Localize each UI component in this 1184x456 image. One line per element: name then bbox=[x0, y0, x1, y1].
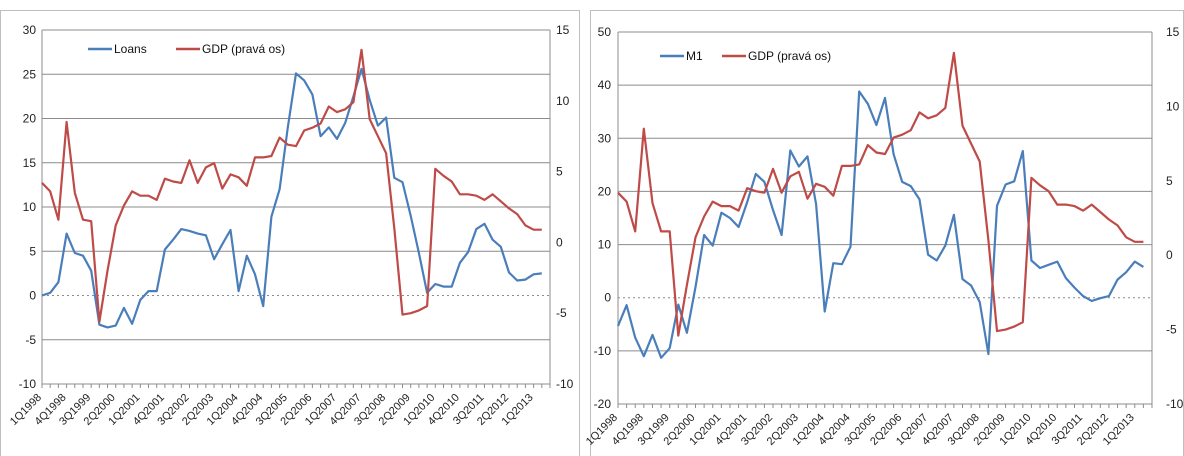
y-right-tick-label: 15 bbox=[1166, 25, 1180, 39]
x-tick-marks bbox=[617, 404, 1153, 408]
y-left-tick-label: 5 bbox=[29, 244, 36, 258]
loans-gdp-chart-panel: -10 -5 0 5 10 15 20 25 30 -10 -5 0 5 10 15 1Q1998 4Q1998… bbox=[0, 0, 580, 456]
y-left-tick-label: 15 bbox=[23, 156, 37, 170]
y-left-tick-label: -10 bbox=[594, 344, 612, 358]
y-left-tick-label: 20 bbox=[23, 112, 37, 126]
legend-label: GDP (pravá os) bbox=[748, 49, 831, 63]
y-left-tick-label: 10 bbox=[598, 238, 612, 252]
y-right-tick-label: 5 bbox=[1166, 174, 1173, 188]
y-left-tick-label: -10 bbox=[19, 377, 37, 391]
y-left-tick-label: 10 bbox=[23, 200, 37, 214]
y-left-tick-label: 30 bbox=[23, 23, 37, 37]
legend-label: M1 bbox=[686, 49, 703, 63]
y-left-tick-label: 30 bbox=[598, 131, 612, 145]
m1-gdp-chart: -20-1001020304050-10-50510151Q19984Q1998… bbox=[584, 25, 1184, 448]
y-left-tick-label: 0 bbox=[29, 289, 36, 303]
series-line-m1 bbox=[616, 90, 1144, 359]
legend-label: Loans bbox=[114, 42, 147, 56]
y-left-tick-label: 25 bbox=[23, 67, 37, 81]
m1-gdp-chart-panel: -20 -10 0 10 20 30 40 50 -10 -5 0 5 10 15 1Q1998 4Q1998… bbox=[584, 0, 1184, 456]
gridlines bbox=[42, 29, 550, 385]
x-tick-marks bbox=[41, 384, 551, 388]
y-left-tick-label: 0 bbox=[604, 291, 611, 305]
y-right-tick-label: 5 bbox=[556, 165, 563, 179]
y-right-tick-label: 0 bbox=[556, 235, 563, 249]
y-right-tick-label: -10 bbox=[556, 377, 574, 391]
y-right-tick-label: 15 bbox=[556, 23, 570, 37]
chart-frame bbox=[0, 10, 580, 456]
series-line-gdp bbox=[41, 48, 542, 323]
y-right-tick-label: 10 bbox=[1166, 99, 1180, 113]
y-right-tick-label: 10 bbox=[556, 94, 570, 108]
legend: M1 GDP (pravá os) bbox=[660, 49, 831, 63]
y-right-tick-label: -5 bbox=[556, 306, 567, 320]
loans-gdp-chart: -10-5051015202530-10-50510151Q19984Q1998… bbox=[8, 23, 574, 428]
y-right-tick-label: -5 bbox=[1166, 323, 1177, 337]
y-right-tick-label: -10 bbox=[1166, 397, 1184, 411]
y-left-tick-label: -5 bbox=[25, 333, 36, 347]
series-line-gdp bbox=[617, 51, 1144, 337]
y-right-tick-label: 0 bbox=[1166, 248, 1173, 262]
legend-label: GDP (pravá os) bbox=[202, 42, 285, 56]
y-left-tick-label: -20 bbox=[594, 397, 612, 411]
y-left-tick-label: 40 bbox=[598, 78, 612, 92]
legend: Loans GDP (pravá os) bbox=[88, 42, 285, 56]
y-left-tick-label: 20 bbox=[598, 184, 612, 198]
gridlines bbox=[618, 31, 1152, 405]
y-left-tick-label: 50 bbox=[598, 25, 612, 39]
series-line-loans bbox=[41, 67, 542, 329]
